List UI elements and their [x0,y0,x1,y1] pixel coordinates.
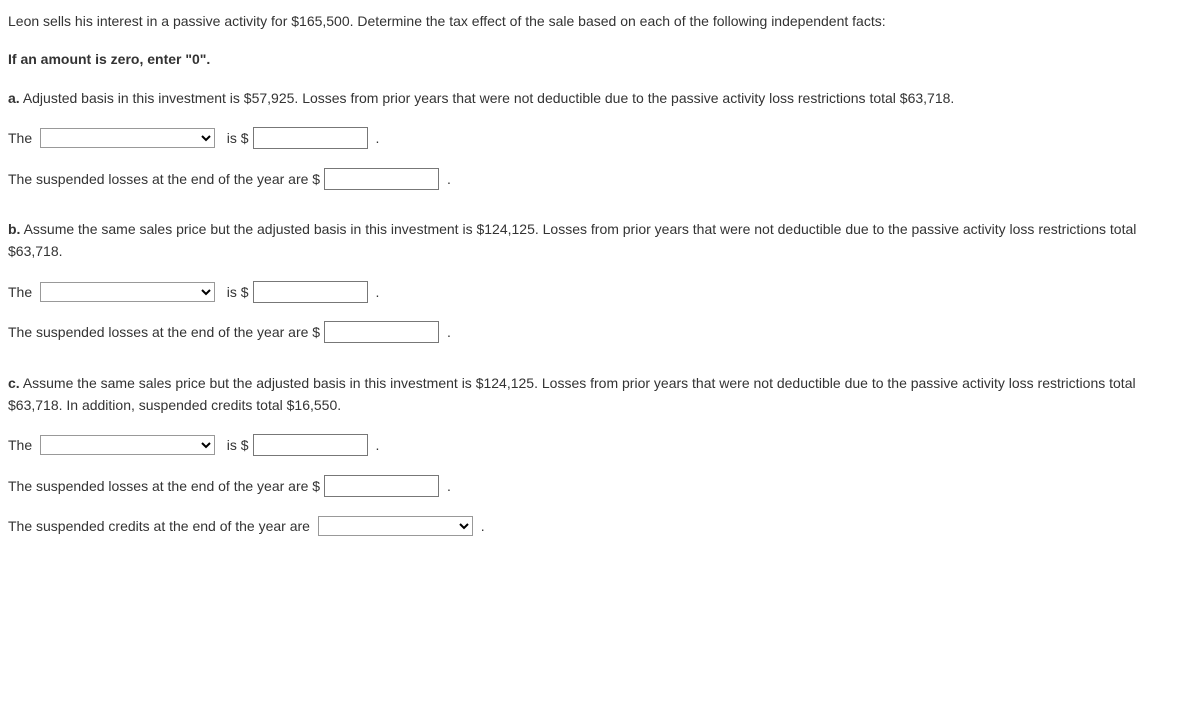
part-a-line1-prefix: The [8,127,36,149]
part-c-line2: The suspended losses at the end of the y… [8,475,1182,497]
part-b-line2-prefix: The suspended losses at the end of the y… [8,321,320,343]
part-c: c. Assume the same sales price but the a… [8,372,1182,538]
part-b-amount-input[interactable] [253,281,368,303]
part-c-text: Assume the same sales price but the adju… [8,375,1136,413]
part-b-line2: The suspended losses at the end of the y… [8,321,1182,343]
part-a-text: Adjusted basis in this investment is $57… [23,90,955,106]
part-a-line2-suffix: . [443,168,451,190]
part-c-credits-dropdown[interactable] [318,516,473,536]
part-c-prompt: c. Assume the same sales price but the a… [8,372,1182,417]
part-a: a. Adjusted basis in this investment is … [8,87,1182,190]
part-a-suspended-input[interactable] [324,168,439,190]
part-c-line2-suffix: . [443,475,451,497]
part-c-suspended-input[interactable] [324,475,439,497]
part-c-line1: The is $ . [8,434,1182,456]
part-c-line1-prefix: The [8,434,36,456]
part-a-prompt: a. Adjusted basis in this investment is … [8,87,1182,109]
zero-instruction: If an amount is zero, enter "0". [8,48,1182,70]
part-b-line1-suffix: . [372,281,380,303]
part-b-line2-suffix: . [443,321,451,343]
part-a-label: a. [8,90,20,106]
part-a-line1-suffix: . [372,127,380,149]
part-b-gainloss-dropdown[interactable] [40,282,215,302]
part-b-line1-prefix: The [8,281,36,303]
part-b-suspended-input[interactable] [324,321,439,343]
part-a-gainloss-dropdown[interactable] [40,128,215,148]
part-c-line1-mid: is $ [219,434,249,456]
part-b-line1: The is $ . [8,281,1182,303]
part-a-line2-prefix: The suspended losses at the end of the y… [8,168,320,190]
part-c-line2-prefix: The suspended losses at the end of the y… [8,475,320,497]
part-c-line3-prefix: The suspended credits at the end of the … [8,515,314,537]
question-intro: Leon sells his interest in a passive act… [8,10,1182,32]
part-b-text: Assume the same sales price but the adju… [8,221,1136,259]
part-c-amount-input[interactable] [253,434,368,456]
part-a-line1: The is $ . [8,127,1182,149]
part-c-label: c. [8,375,20,391]
part-b-prompt: b. Assume the same sales price but the a… [8,218,1182,263]
part-c-gainloss-dropdown[interactable] [40,435,215,455]
part-b: b. Assume the same sales price but the a… [8,218,1182,344]
part-c-line3: The suspended credits at the end of the … [8,515,1182,537]
part-c-line1-suffix: . [372,434,380,456]
part-b-label: b. [8,221,20,237]
part-a-amount-input[interactable] [253,127,368,149]
part-b-line1-mid: is $ [219,281,249,303]
part-a-line2: The suspended losses at the end of the y… [8,168,1182,190]
part-a-line1-mid: is $ [219,127,249,149]
part-c-line3-suffix: . [477,515,485,537]
